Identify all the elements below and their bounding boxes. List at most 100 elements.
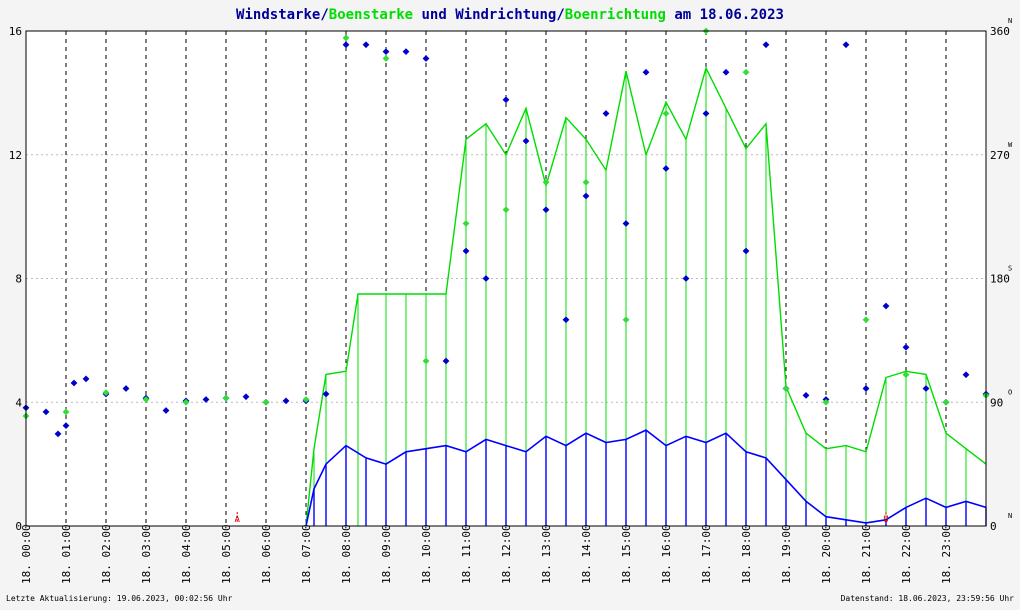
boenrichtung-point bbox=[822, 398, 830, 406]
windrichtung-point bbox=[282, 397, 290, 405]
windrichtung-point bbox=[622, 220, 630, 227]
title-windrichtung: und Windrichtung/ bbox=[413, 7, 565, 23]
boenrichtung-point bbox=[62, 408, 70, 416]
x-tick-label: 18. 11:00 bbox=[460, 524, 473, 584]
windrichtung-point bbox=[642, 68, 650, 76]
windrichtung-point bbox=[842, 41, 850, 49]
y-right-tick-label: 180 bbox=[990, 273, 1010, 286]
windrichtung-point bbox=[922, 385, 930, 392]
x-tick-label: 18. 08:00 bbox=[340, 524, 353, 584]
windrichtung-point bbox=[662, 165, 670, 172]
boenrichtung-point bbox=[782, 385, 790, 392]
windrichtung-point bbox=[802, 391, 810, 399]
x-tick-label: 18. 19:00 bbox=[780, 524, 793, 584]
windrichtung-point bbox=[82, 375, 90, 383]
boenrichtung-point bbox=[422, 357, 430, 365]
x-tick-label: 18. 06:00 bbox=[260, 524, 273, 584]
compass-label: W bbox=[1008, 141, 1013, 149]
windrichtung-point bbox=[462, 247, 470, 255]
boenrichtung-point bbox=[622, 316, 630, 324]
boenrichtung-point bbox=[342, 34, 350, 42]
boenrichtung-point bbox=[222, 394, 230, 402]
boenrichtung-point bbox=[662, 110, 670, 117]
y-left-tick-label: 4 bbox=[15, 396, 22, 409]
windrichtung-point bbox=[442, 357, 450, 365]
windrichtung-point bbox=[502, 96, 510, 104]
windrichtung-point bbox=[522, 137, 530, 145]
y-right-tick-label: 360 bbox=[990, 25, 1010, 38]
x-tick-label: 18. 23:00 bbox=[940, 524, 953, 584]
windrichtung-point bbox=[722, 68, 730, 76]
windrichtung-point bbox=[342, 41, 350, 49]
windrichtung-point bbox=[682, 275, 690, 282]
y-left-tick-label: 0 bbox=[15, 520, 22, 533]
windrichtung-point bbox=[882, 302, 890, 310]
windrichtung-point bbox=[70, 379, 78, 387]
boenrichtung-point bbox=[942, 398, 950, 406]
series-boenrichtung bbox=[22, 27, 990, 420]
boenrichtung-point bbox=[302, 396, 310, 403]
windrichtung-point bbox=[162, 407, 170, 414]
x-tick-label: 18. 21:00 bbox=[860, 524, 873, 584]
windrichtung-point bbox=[242, 393, 250, 401]
windrichtung-point bbox=[202, 396, 210, 403]
series-windstarke bbox=[305, 429, 987, 527]
windrichtung-point bbox=[362, 41, 370, 49]
x-tick-label: 18. 18:00 bbox=[740, 524, 753, 584]
boenrichtung-point bbox=[262, 398, 270, 406]
boenrichtung-point bbox=[502, 206, 510, 214]
y-left-tick-label: 8 bbox=[15, 273, 22, 286]
x-tick-label: 18. 00:00 bbox=[20, 524, 33, 584]
windrichtung-point bbox=[962, 371, 970, 379]
windrichtung-point bbox=[762, 41, 770, 49]
y-left-tick-label: 16 bbox=[9, 25, 22, 38]
marker-label: A bbox=[234, 515, 240, 525]
x-tick-label: 18. 07:00 bbox=[300, 524, 313, 584]
boenrichtung-point bbox=[582, 178, 590, 186]
title-boenrichtung: Boenrichtung bbox=[565, 7, 666, 23]
windrichtung-point bbox=[602, 110, 610, 117]
windrichtung-point bbox=[562, 316, 570, 324]
title-windstarke: Windstarke/ bbox=[236, 7, 329, 23]
compass-label: S bbox=[1008, 265, 1012, 273]
windrichtung-point bbox=[402, 48, 410, 56]
x-tick-label: 18. 04:00 bbox=[180, 524, 193, 584]
marker-label: U bbox=[883, 515, 888, 525]
x-tick-label: 18. 05:00 bbox=[220, 524, 233, 584]
boenrichtung-point bbox=[182, 398, 190, 406]
chart-title: Windstarke/Boenstarke und Windrichtung/B… bbox=[236, 7, 784, 23]
y-right-tick-label: 270 bbox=[990, 149, 1010, 162]
windrichtung-point bbox=[62, 422, 70, 430]
boenrichtung-point bbox=[462, 220, 470, 227]
boenrichtung-point bbox=[142, 396, 150, 403]
compass-label: N bbox=[1008, 17, 1012, 25]
windrichtung-point bbox=[902, 343, 910, 351]
boenrichtung-point bbox=[102, 389, 110, 397]
x-tick-label: 18. 02:00 bbox=[100, 524, 113, 584]
boenstarke-line bbox=[305, 66, 987, 527]
windrichtung-point bbox=[702, 110, 710, 117]
windrichtung-point bbox=[322, 390, 330, 398]
footer-last-update: Letzte Aktualisierung: 19.06.2023, 00:02… bbox=[6, 594, 233, 603]
y-right-tick-label: 0 bbox=[990, 520, 997, 533]
windrichtung-point bbox=[422, 55, 430, 62]
x-tick-label: 18. 09:00 bbox=[380, 524, 393, 584]
y-right-tick-label: 90 bbox=[990, 396, 1003, 409]
footer-data-status: Datenstand: 18.06.2023, 23:59:56 Uhr bbox=[841, 594, 1015, 603]
x-tick-label: 18. 12:00 bbox=[500, 524, 513, 584]
boenrichtung-point bbox=[382, 55, 390, 62]
x-tick-label: 18. 01:00 bbox=[60, 524, 73, 584]
title-date: am 18.06.2023 bbox=[666, 7, 784, 23]
windrichtung-point bbox=[54, 430, 62, 438]
x-tick-label: 18. 14:00 bbox=[580, 524, 593, 584]
windstarke-line bbox=[305, 429, 987, 527]
windrichtung-point bbox=[582, 192, 590, 200]
compass-label: N bbox=[1008, 512, 1012, 520]
windrichtung-point bbox=[862, 385, 870, 392]
x-tick-label: 18. 10:00 bbox=[420, 524, 433, 584]
windrichtung-point bbox=[382, 48, 390, 56]
title-boenstarke: Boenstarke bbox=[329, 7, 413, 23]
windrichtung-point bbox=[122, 385, 130, 392]
